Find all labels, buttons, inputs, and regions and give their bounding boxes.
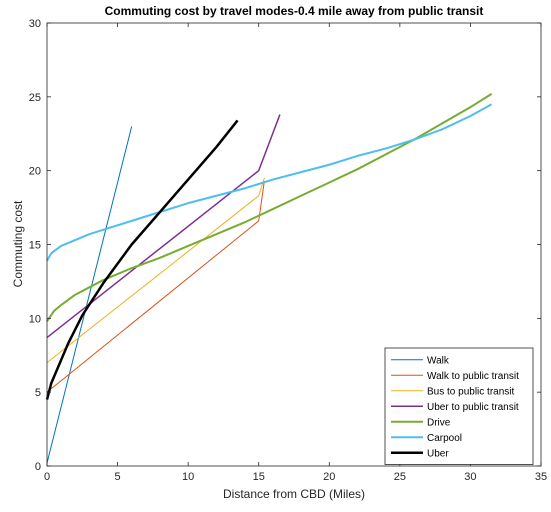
x-tick-label: 20 bbox=[323, 471, 335, 483]
legend-entry-3: Uber to public transit bbox=[427, 402, 519, 413]
chart-title: Commuting cost by travel modes-0.4 mile … bbox=[105, 4, 484, 18]
x-tick-label: 35 bbox=[535, 471, 547, 483]
series-line-5 bbox=[46, 103, 493, 262]
x-tick-label: 10 bbox=[182, 471, 194, 483]
legend: Walk Walk to public transit Bus to public … bbox=[384, 347, 534, 465]
x-tick-label: 0 bbox=[44, 471, 50, 483]
series-line-1 bbox=[46, 180, 265, 393]
legend-entry-4: Drive bbox=[427, 417, 451, 428]
legend-entry-1: Walk to public transit bbox=[427, 371, 519, 382]
x-tick-label: 5 bbox=[115, 471, 121, 483]
y-axis-label: Commuting cost bbox=[11, 200, 25, 287]
series-layer bbox=[45, 93, 493, 464]
legend-entry-0: Walk bbox=[427, 355, 450, 366]
y-tick-label: 5 bbox=[35, 387, 41, 399]
tick-layer: 0 5 10 15 20 25 30 35 0 5 10 15 20 25 30 bbox=[29, 18, 547, 483]
y-tick-label: 25 bbox=[29, 92, 41, 104]
legend-entry-2: Bus to public transit bbox=[427, 386, 514, 397]
y-tick-label: 10 bbox=[29, 313, 41, 325]
y-tick-label: 0 bbox=[35, 461, 41, 473]
x-tick-label: 15 bbox=[253, 471, 265, 483]
x-tick-label: 25 bbox=[394, 471, 406, 483]
series-line-6 bbox=[45, 119, 239, 400]
legend-entry-5: Carpool bbox=[427, 433, 462, 444]
series-line-3 bbox=[46, 114, 281, 339]
y-tick-label: 30 bbox=[29, 18, 41, 30]
series-line-2 bbox=[46, 177, 265, 364]
y-tick-label: 20 bbox=[29, 166, 41, 178]
legend-entry-6: Uber bbox=[427, 448, 449, 459]
x-axis-label: Distance from CBD (Miles) bbox=[223, 487, 365, 501]
y-tick-label: 15 bbox=[29, 240, 41, 252]
series-line-0 bbox=[46, 126, 133, 464]
x-tick-label: 30 bbox=[464, 471, 476, 483]
